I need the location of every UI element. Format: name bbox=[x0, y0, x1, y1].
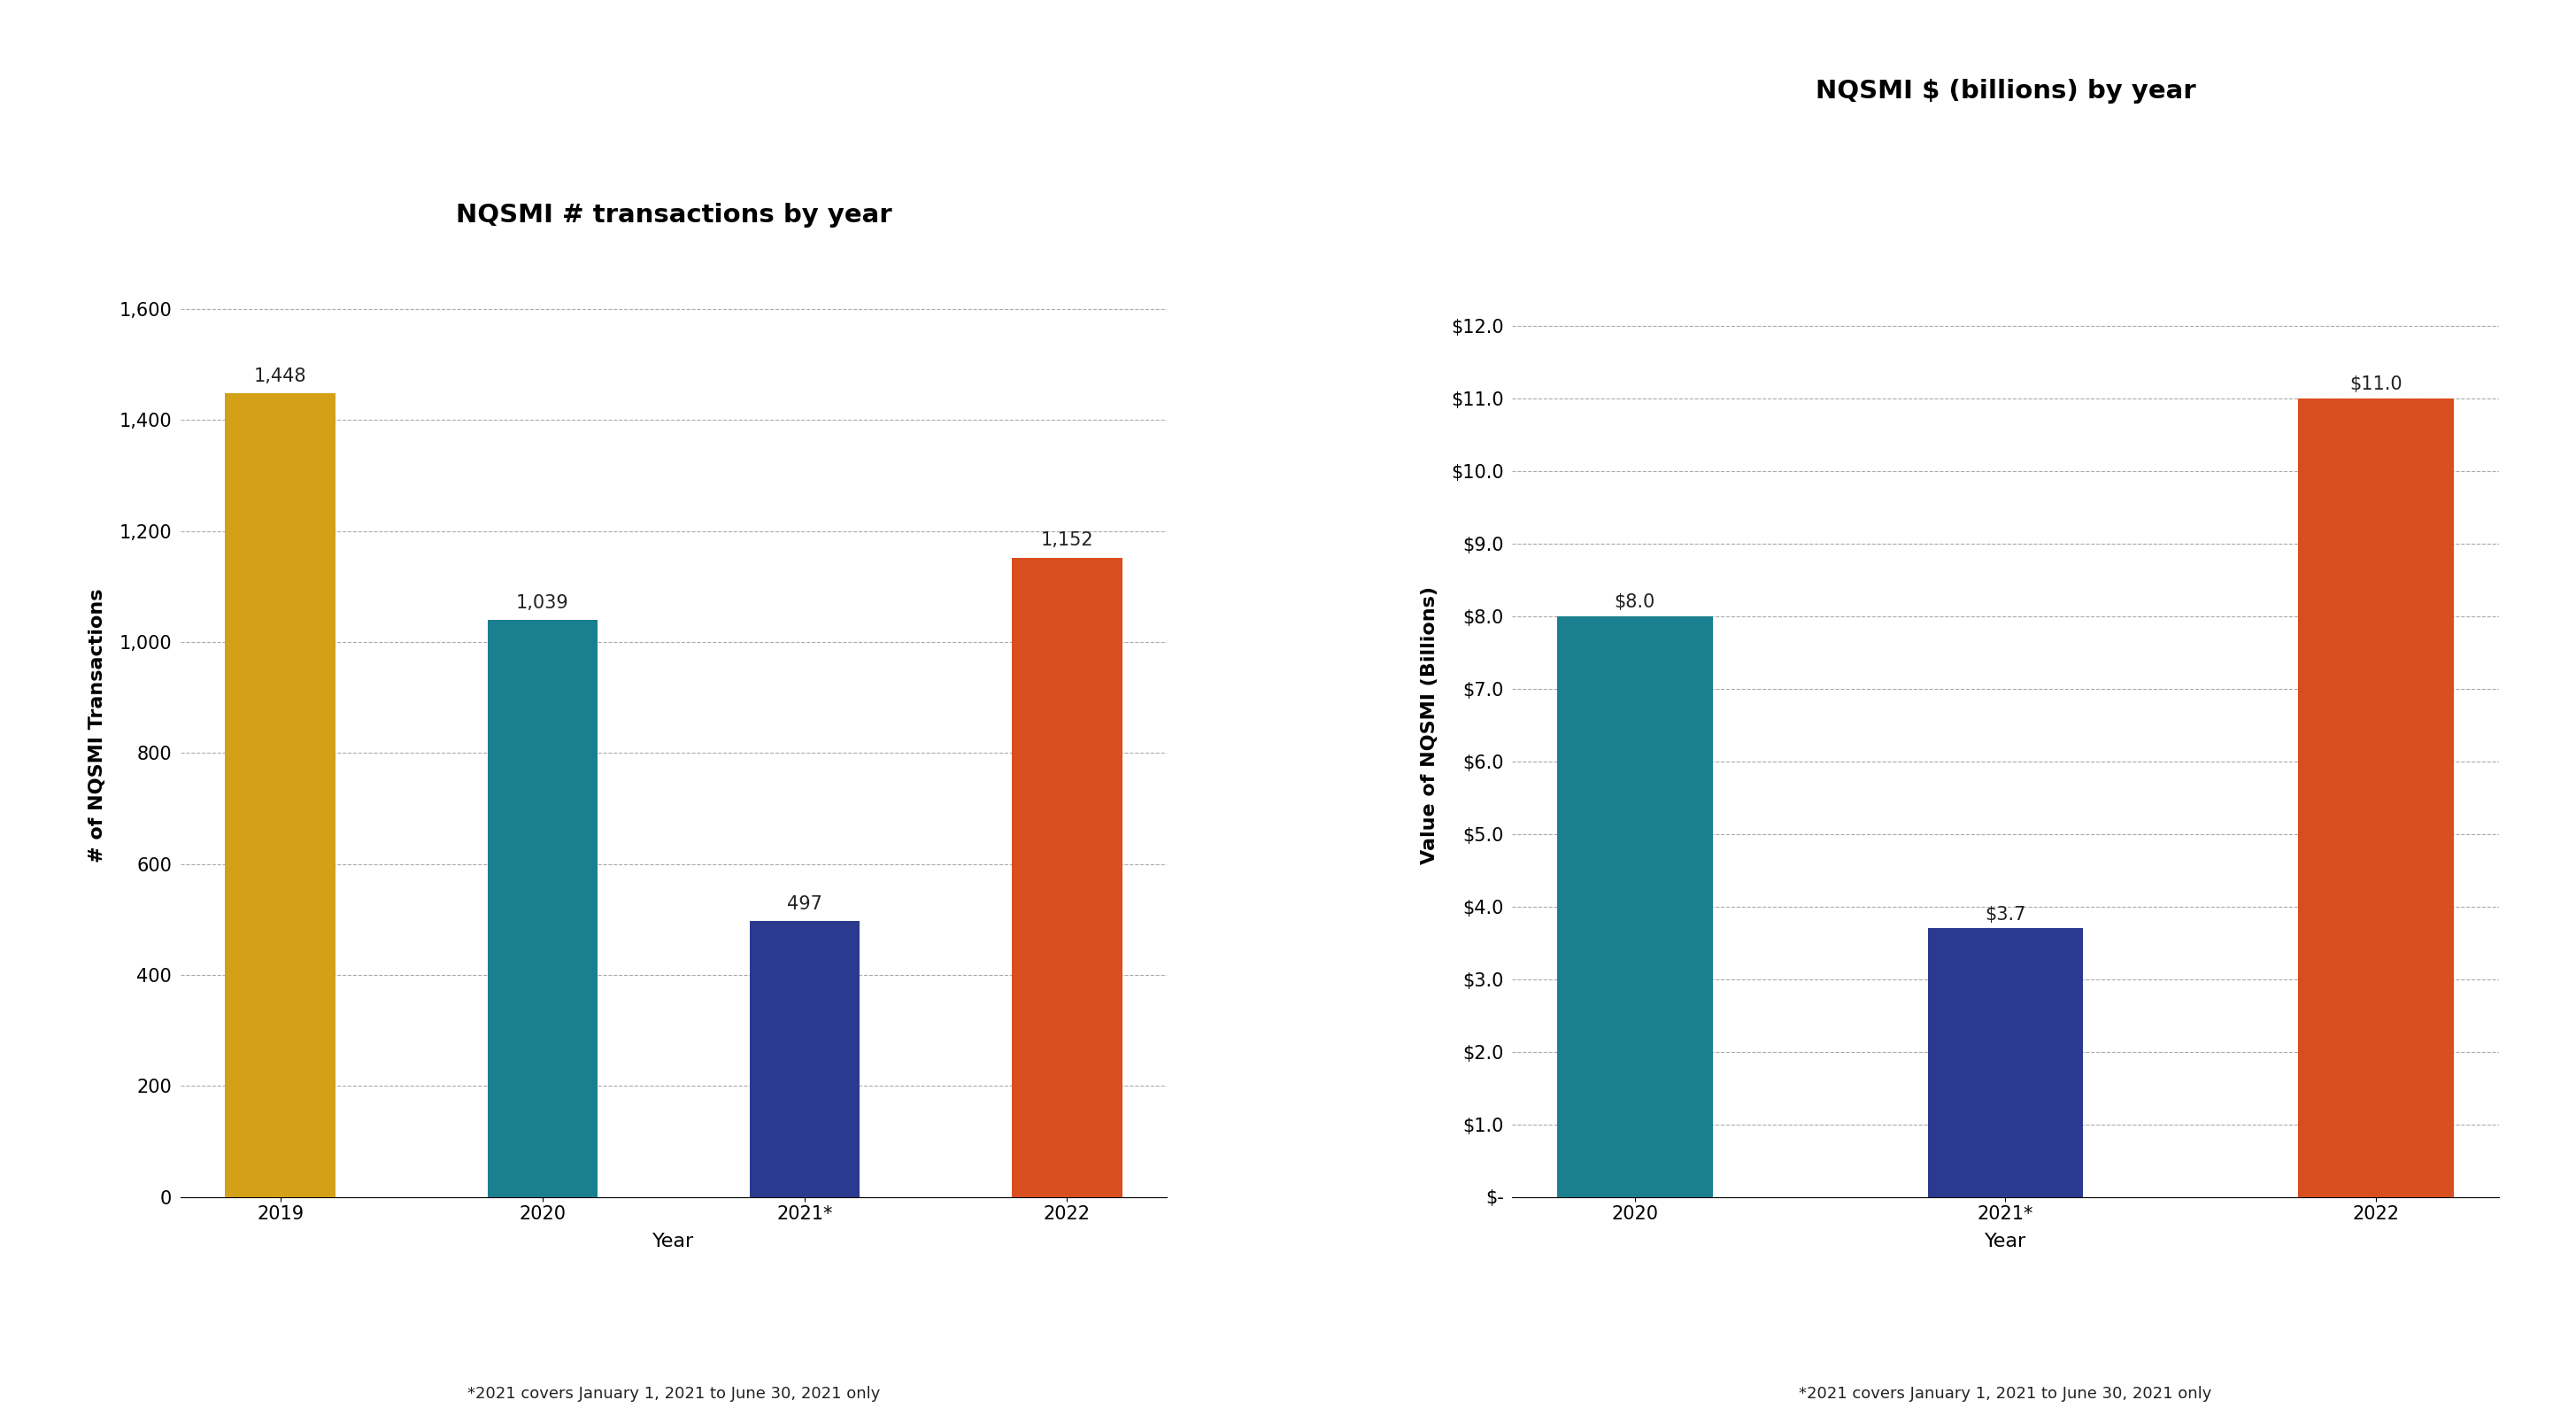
Text: $3.7: $3.7 bbox=[1986, 905, 2025, 924]
Text: 1,039: 1,039 bbox=[515, 594, 569, 612]
Text: 1,152: 1,152 bbox=[1041, 531, 1092, 549]
Text: *2021 covers January 1, 2021 to June 30, 2021 only: *2021 covers January 1, 2021 to June 30,… bbox=[1798, 1385, 2213, 1401]
X-axis label: Year: Year bbox=[652, 1233, 696, 1250]
Y-axis label: # of NQSMI Transactions: # of NQSMI Transactions bbox=[88, 589, 106, 862]
Bar bbox=[1556, 617, 1713, 1197]
Bar bbox=[224, 393, 335, 1197]
Bar bbox=[487, 621, 598, 1197]
Text: $11.0: $11.0 bbox=[2349, 376, 2403, 393]
Text: 497: 497 bbox=[788, 895, 822, 912]
Title: NQSMI # transactions by year: NQSMI # transactions by year bbox=[456, 203, 891, 228]
Text: *2021 covers January 1, 2021 to June 30, 2021 only: *2021 covers January 1, 2021 to June 30,… bbox=[466, 1385, 881, 1401]
Text: NQSMI $ (billions) by year: NQSMI $ (billions) by year bbox=[1816, 79, 2195, 104]
Bar bbox=[1012, 558, 1123, 1197]
Text: 1,448: 1,448 bbox=[255, 367, 307, 384]
Bar bbox=[1927, 928, 2084, 1197]
Bar bbox=[2298, 398, 2455, 1197]
X-axis label: Year: Year bbox=[1984, 1233, 2027, 1250]
Text: $8.0: $8.0 bbox=[1615, 594, 1656, 611]
Bar bbox=[750, 921, 860, 1197]
Y-axis label: Value of NQSMI (Billions): Value of NQSMI (Billions) bbox=[1422, 586, 1437, 865]
